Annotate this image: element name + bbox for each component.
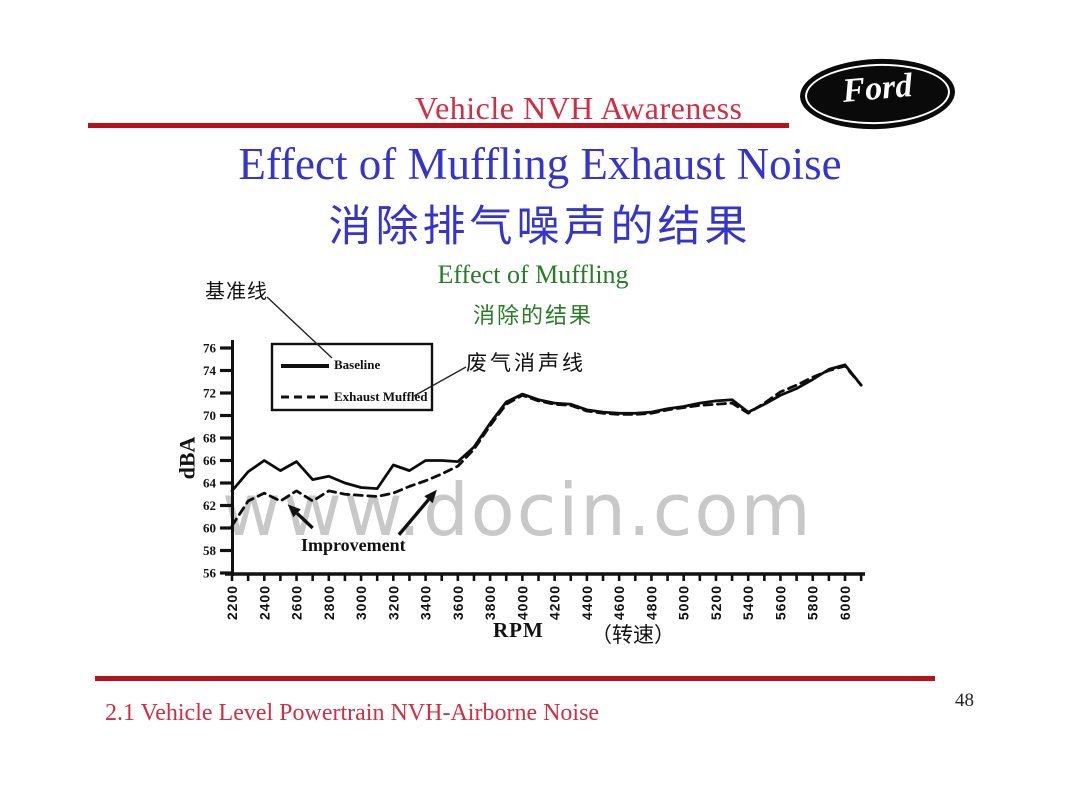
legend-label-baseline: Baseline (334, 357, 381, 372)
svg-text:64: 64 (203, 476, 217, 491)
title-block: Effect of Muffling Exhaust Noise 消除排气噪声的… (0, 138, 1080, 254)
svg-text:3200: 3200 (385, 585, 401, 620)
svg-text:5800: 5800 (805, 585, 821, 620)
svg-text:58: 58 (203, 543, 217, 558)
svg-text:2600: 2600 (289, 585, 305, 620)
svg-text:4600: 4600 (611, 585, 627, 620)
svg-text:2200: 2200 (224, 585, 240, 620)
svg-text:72: 72 (203, 386, 216, 401)
baseline-callout-label: 基准线 (205, 281, 268, 303)
x-axis-label: RPM (493, 618, 544, 642)
x-axis-label-chinese: （转速） (591, 623, 675, 647)
line-chart: 76 74 72 70 68 66 64 62 60 58 56 2200 2400 2600 2800 30… (203, 296, 865, 620)
svg-text:2800: 2800 (321, 585, 337, 620)
svg-text:5400: 5400 (740, 585, 756, 620)
svg-text:3400: 3400 (418, 585, 434, 620)
muffled-callout-label: 废气消声线 (466, 351, 586, 375)
svg-text:66: 66 (203, 453, 217, 468)
svg-text:70: 70 (203, 408, 216, 423)
subtitle-block: Effect of Muffling 消除的结果 (373, 260, 693, 330)
svg-text:3800: 3800 (482, 585, 498, 620)
footer-section-title: 2.1 Vehicle Level Powertrain NVH-Airborn… (105, 700, 600, 726)
svg-text:2400: 2400 (256, 585, 272, 620)
svg-text:68: 68 (203, 431, 217, 446)
watermark-text: www.docin.com (222, 468, 813, 552)
ford-logo-icon: Ford (798, 56, 957, 132)
svg-text:4200: 4200 (547, 585, 563, 620)
slide-title-english: Effect of Muffling Exhaust Noise (238, 139, 842, 189)
svg-text:60: 60 (203, 521, 216, 536)
footer-rule (95, 676, 935, 681)
svg-text:74: 74 (203, 363, 217, 378)
improvement-annotation: Improvement (301, 535, 406, 555)
subtitle-english: Effect of Muffling (437, 260, 629, 289)
header-course-title: Vehicle NVH Awareness (415, 90, 743, 126)
svg-text:3000: 3000 (353, 585, 369, 620)
svg-text:76: 76 (203, 341, 217, 356)
legend-label-exhaust-muffled: Exhaust Muffled (334, 389, 428, 404)
slide-title-chinese: 消除排气噪声的结果 (328, 204, 752, 251)
svg-text:6000: 6000 (837, 585, 853, 620)
svg-text:5600: 5600 (772, 585, 788, 620)
chart-area: 76 74 72 70 68 66 64 62 60 58 56 2200 2400 2600 2800 30… (170, 270, 910, 665)
svg-text:4400: 4400 (579, 585, 595, 620)
svg-text:4000: 4000 (514, 585, 530, 620)
page-number: 48 (955, 690, 974, 711)
header-rule (88, 123, 789, 128)
y-axis-label: dBA (174, 436, 200, 480)
svg-text:3600: 3600 (450, 585, 466, 620)
svg-text:56: 56 (203, 566, 217, 581)
subtitle-chinese: 消除的结果 (472, 303, 593, 328)
svg-text:62: 62 (203, 498, 216, 513)
svg-text:5000: 5000 (676, 585, 692, 620)
svg-text:5200: 5200 (708, 585, 724, 620)
svg-text:4800: 4800 (643, 585, 659, 620)
